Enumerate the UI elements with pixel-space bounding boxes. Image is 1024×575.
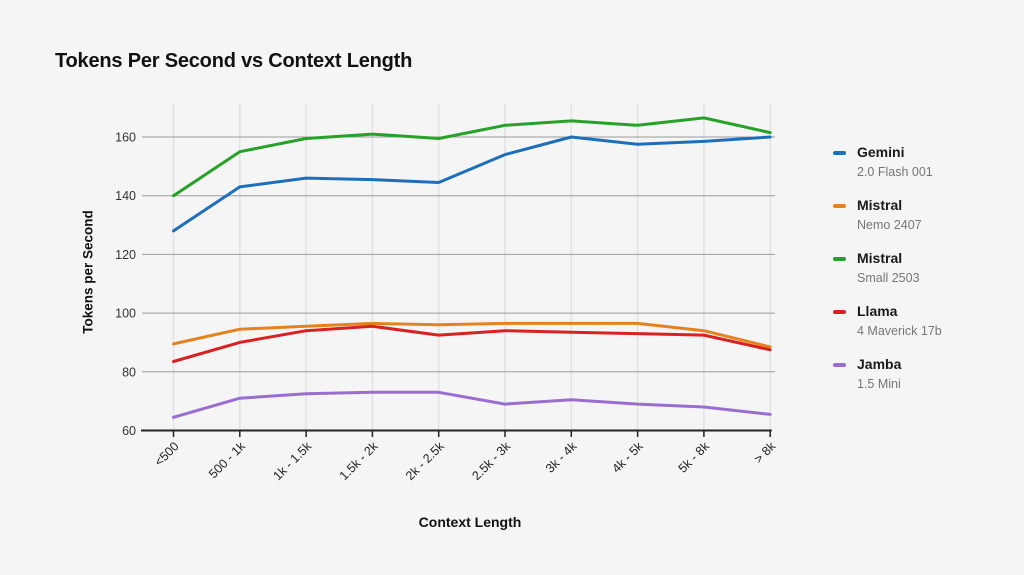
legend-series-subtitle: 1.5 Mini [857, 377, 901, 391]
y-tick-label: 140 [115, 189, 136, 203]
x-tick-label: 2.5k - 3k [469, 439, 513, 483]
legend-series-name: Mistral [857, 250, 903, 266]
legend-swatch-icon [833, 257, 846, 261]
x-tick-label: 5k - 8k [676, 439, 713, 476]
y-tick-label: 160 [115, 131, 136, 145]
legend-text: Mistral Small 2503 [857, 250, 920, 286]
legend-item-jamba-1-5-mini: Jamba 1.5 Mini [833, 356, 942, 392]
series-line-llama-4-maverick-17b [172, 324, 772, 363]
x-tick-label: > 8k [751, 439, 778, 466]
chart-title: Tokens Per Second vs Context Length [55, 50, 413, 72]
legend-swatch-icon [833, 151, 846, 155]
legend-item-llama-4-maverick-17b: Llama 4 Maverick 17b [833, 303, 942, 339]
legend-item-gemini-2-0-flash-001: Gemini 2.0 Flash 001 [833, 144, 942, 180]
x-tick-label: 1.5k - 2k [337, 439, 381, 483]
legend-item-mistral-nemo-2407: Mistral Nemo 2407 [833, 197, 942, 233]
x-tick-label: 4k - 5k [609, 439, 646, 476]
legend-text: Mistral Nemo 2407 [857, 197, 922, 233]
legend-item-mistral-small-2503: Mistral Small 2503 [833, 250, 942, 286]
legend-swatch-icon [833, 310, 846, 314]
legend-text: Jamba 1.5 Mini [857, 356, 901, 392]
legend-series-name: Llama [857, 303, 898, 319]
legend-series-name: Gemini [857, 144, 905, 160]
series-line-mistral-nemo-2407 [172, 321, 772, 349]
legend-series-name: Jamba [857, 356, 902, 372]
x-tick-label: 1k - 1.5k [270, 439, 314, 483]
x-tick-label: 3k - 4k [543, 439, 580, 476]
legend: Gemini 2.0 Flash 001 Mistral Nemo 2407 Mistr… [833, 144, 942, 409]
y-tick-label: 120 [115, 248, 136, 262]
x-tick-label: 2k - 2.5k [403, 439, 447, 483]
series-line-jamba-1-5-mini [172, 390, 772, 419]
y-tick-label: 60 [122, 424, 136, 438]
legend-series-subtitle: 2.0 Flash 001 [857, 165, 933, 179]
legend-swatch-icon [833, 204, 846, 208]
x-axis-title: Context Length [418, 514, 522, 530]
x-tick-label: 500 - 1k [206, 439, 248, 481]
legend-series-subtitle: Small 2503 [857, 271, 920, 285]
legend-series-name: Mistral [857, 197, 903, 213]
y-tick-label: 100 [115, 307, 136, 321]
series-line-mistral-small-2503 [172, 116, 772, 198]
legend-text: Gemini 2.0 Flash 001 [857, 144, 933, 180]
legend-series-subtitle: Nemo 2407 [857, 218, 922, 232]
y-tick-label: 80 [122, 365, 136, 379]
legend-series-subtitle: 4 Maverick 17b [857, 324, 942, 338]
x-tick-label: <500 [152, 439, 182, 469]
legend-text: Llama 4 Maverick 17b [857, 303, 942, 339]
legend-swatch-icon [833, 363, 846, 367]
series-line-gemini-2-0-flash-001 [172, 135, 772, 233]
